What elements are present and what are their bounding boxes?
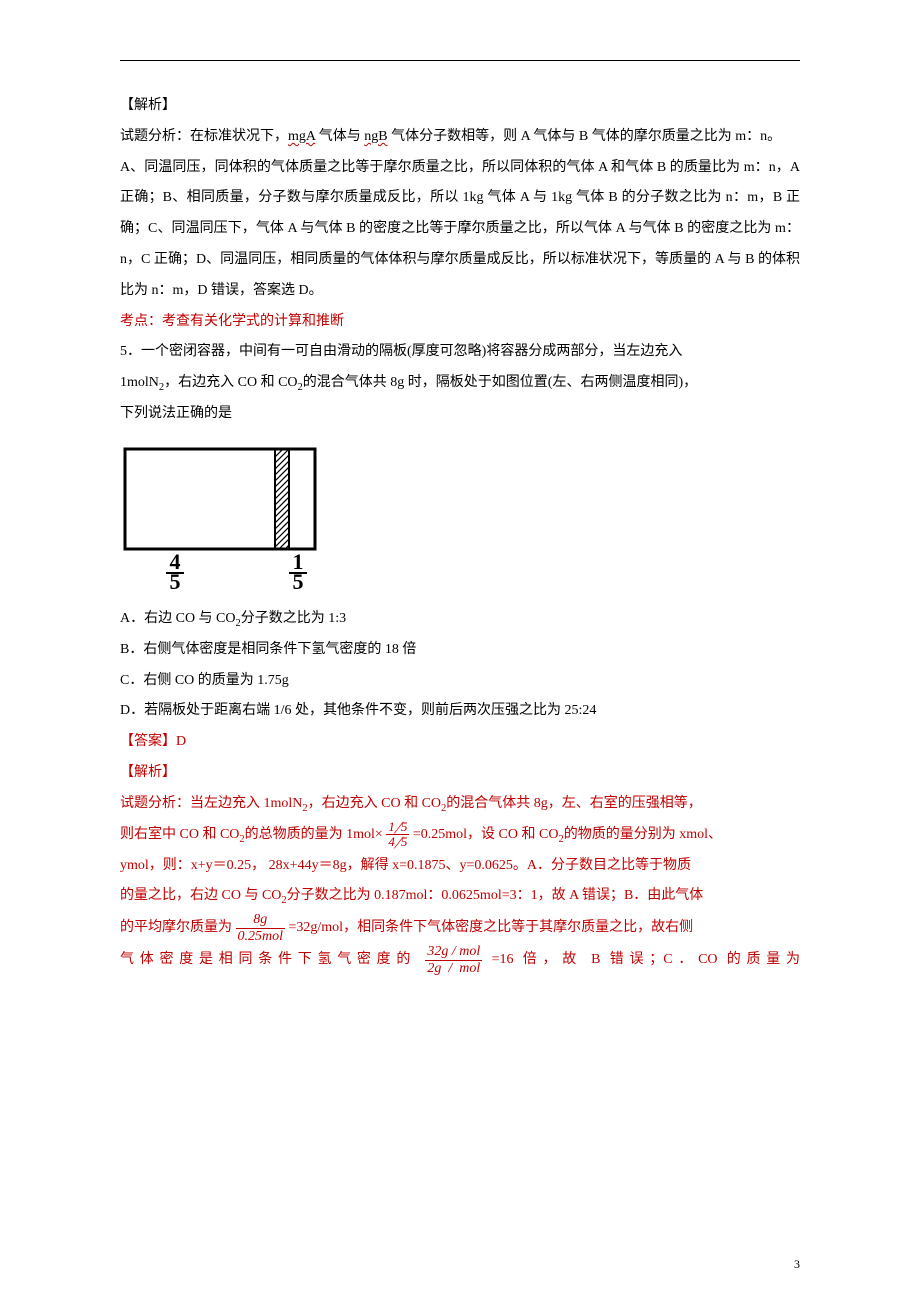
answer-value: D: [176, 734, 186, 749]
text: 的混合气体共 8g 时，隔板处于如图位置(左、右两侧温度相同)，: [303, 375, 697, 390]
q4-kaodian: 考点：考查有关化学式的计算和推断: [120, 307, 800, 338]
text: 分子数之比为 1:3: [241, 611, 346, 626]
q5-option-b: B．右侧气体密度是相同条件下氢气密度的 18 倍: [120, 635, 800, 666]
text: A．右边 CO 与 CO: [120, 611, 236, 626]
text: 的混合气体共 8g，左、右室的压强相等，: [446, 796, 702, 811]
q5-option-d: D．若隔板处于距离右端 1/6 处，其他条件不变，则前后两次压强之比为 25:2…: [120, 696, 800, 727]
text: 的总物质的量为 1mol×: [245, 827, 383, 842]
q5-option-c: C．右侧 CO 的质量为 1.75g: [120, 666, 800, 697]
frac-den: 2g / mol: [425, 961, 482, 976]
svg-text:5: 5: [170, 569, 181, 589]
document-page: 【解析】 试题分析：在标准状况下，mgA 气体与 ngB 气体分子数相等，则 A…: [0, 0, 920, 1302]
q5-ana-line2: 则右室中 CO 和 CO2的总物质的量为 1mol× 1╱5 4╱5 =0.25…: [120, 820, 800, 851]
q5-ana-line5: 的平均摩尔质量为 8g 0.25mol =32g/mol，相同条件下气体密度之比…: [120, 912, 800, 944]
top-rule: [120, 60, 800, 61]
q4-analysis-body-2: A、同温同压，同体积的气体质量之比等于摩尔质量之比，所以同体积的气体 A 和气体…: [120, 153, 800, 307]
wavy-text-ngB: ngB: [364, 129, 387, 144]
text: =32g/mol，相同条件下气体密度之比等于其摩尔质量之比，故右侧: [289, 920, 694, 935]
text: =16 倍，故 B 错误；C．CO 的质量为: [492, 952, 800, 967]
text: 气体与: [315, 129, 364, 144]
text: 气体分子数相等，则 A 气体与 B 气体的摩尔质量之比为 m：n。: [388, 129, 782, 144]
q5-stem-line1: 5．一个密闭容器，中间有一可自由滑动的隔板(厚度可忽略)将容器分成两部分，当左边…: [120, 337, 800, 368]
q4-analysis-label: 【解析】: [120, 91, 800, 122]
wavy-text-mgA: mgA: [288, 129, 315, 144]
page-number: 3: [794, 1257, 800, 1272]
text: 分子数之比为 0.187mol：0.0625mol=3：1，故 A 错误；B．由…: [287, 888, 704, 903]
text: 试题分析：在标准状况下，: [120, 129, 288, 144]
frac-den: 0.25mol: [236, 929, 286, 944]
fraction-2: 8g 0.25mol: [236, 912, 286, 944]
text: 的量之比，右边 CO 与 CO: [120, 888, 281, 903]
q5-ana-line1: 试题分析：当左边充入 1molN2，右边充入 CO 和 CO2的混合气体共 8g…: [120, 789, 800, 820]
fraction-1: 1╱5 4╱5: [386, 820, 409, 850]
text: =0.25mol，设 CO 和 CO: [413, 827, 559, 842]
q5-option-a: A．右边 CO 与 CO2分子数之比为 1:3: [120, 604, 800, 635]
q5-stem-line2: 1molN2，右边充入 CO 和 CO2的混合气体共 8g 时，隔板处于如图位置…: [120, 368, 800, 399]
container-diagram-svg: 4 5 1 5: [120, 444, 330, 589]
text: 气体密度是相同条件下氢气密度的: [120, 952, 416, 967]
text: 1molN: [120, 375, 159, 390]
text: 则右室中 CO 和 CO: [120, 827, 239, 842]
text: ，右边充入 CO 和 CO: [164, 375, 297, 390]
q5-ana-line6: 气体密度是相同条件下氢气密度的 32g / mol 2g / mol =16 倍…: [120, 944, 800, 976]
fraction-3: 32g / mol 2g / mol: [425, 944, 482, 976]
text: 的平均摩尔质量为: [120, 920, 232, 935]
svg-text:5: 5: [293, 569, 304, 589]
q5-ana-line3: ymol，则：x+y＝0.25， 28x+44y＝8g，解得 x=0.1875、…: [120, 851, 800, 882]
q5-analysis-label: 【解析】: [120, 758, 800, 789]
frac-num: 32g / mol: [425, 944, 482, 960]
q5-ana-line4: 的量之比，右边 CO 与 CO2分子数之比为 0.187mol：0.0625mo…: [120, 881, 800, 912]
text: ，右边充入 CO 和 CO: [308, 796, 441, 811]
answer-label: 【答案】: [120, 734, 176, 749]
q5-answer: 【答案】D: [120, 727, 800, 758]
text: 的物质的量分别为 xmol、: [564, 827, 722, 842]
q5-stem-line3: 下列说法正确的是: [120, 399, 800, 430]
text: 试题分析：当左边充入 1molN: [120, 796, 302, 811]
frac-num: 8g: [236, 912, 286, 928]
q5-diagram: 4 5 1 5: [120, 444, 800, 594]
q4-analysis-body-1: 试题分析：在标准状况下，mgA 气体与 ngB 气体分子数相等，则 A 气体与 …: [120, 122, 800, 153]
